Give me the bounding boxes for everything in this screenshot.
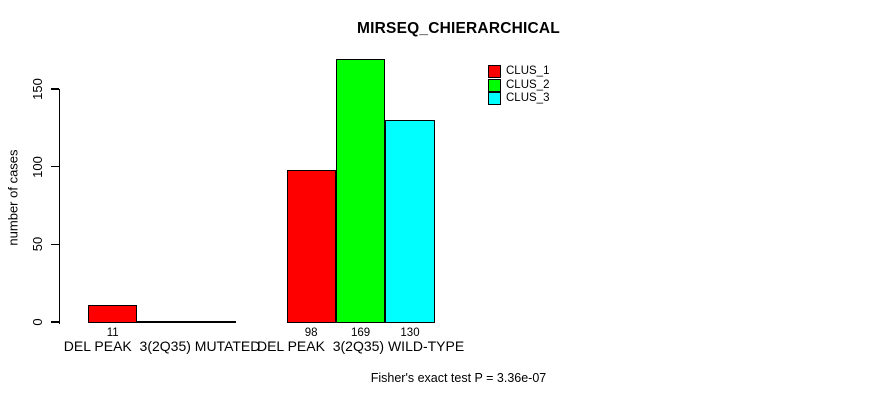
legend-swatch — [488, 78, 501, 92]
legend-swatch — [488, 65, 501, 78]
y-tick-mark — [51, 165, 59, 168]
legend-row: CLUS_2 — [488, 78, 550, 92]
chart-legend: CLUS_1 CLUS_2 CLUS_3 — [488, 65, 549, 106]
y-tick-label: 0 — [29, 318, 45, 326]
legend-label: CLUS_1 — [506, 65, 550, 77]
x-category-label: DEL PEAK 3(2Q35) WILD-TYPE — [256, 338, 465, 354]
bar — [286, 169, 336, 323]
bar-value-label: 130 — [400, 326, 420, 339]
legend-row: CLUS_3 — [488, 92, 550, 106]
x-category-label: DEL PEAK 3(2Q35) MUTATED — [63, 338, 261, 354]
y-tick-mark — [51, 88, 59, 90]
chart-title: MIRSEQ_CHIERARCHICAL — [357, 20, 560, 37]
y-tick-label: 100 — [29, 155, 45, 178]
y-tick-mark — [51, 243, 59, 246]
y-tick-mark — [51, 321, 59, 323]
legend-label: CLUS_2 — [506, 78, 550, 91]
legend-label: CLUS_3 — [506, 92, 550, 105]
bar — [335, 59, 386, 323]
y-axis-line — [58, 89, 60, 324]
y-axis-title-text: number of cases — [5, 148, 21, 246]
stat-annotation: Fisher's exact test P = 3.36e-07 — [370, 371, 547, 385]
legend-swatch — [488, 92, 501, 106]
y-tick-label: 50 — [29, 237, 45, 252]
bar — [88, 304, 138, 323]
bar-value-label: 11 — [106, 326, 119, 339]
group-baseline — [88, 321, 237, 323]
bar — [385, 120, 435, 323]
bar-value-label: 169 — [351, 326, 371, 339]
bar-value-label: 98 — [304, 326, 318, 339]
y-tick-label: 150 — [29, 78, 45, 100]
legend-row: CLUS_1 — [488, 65, 549, 78]
